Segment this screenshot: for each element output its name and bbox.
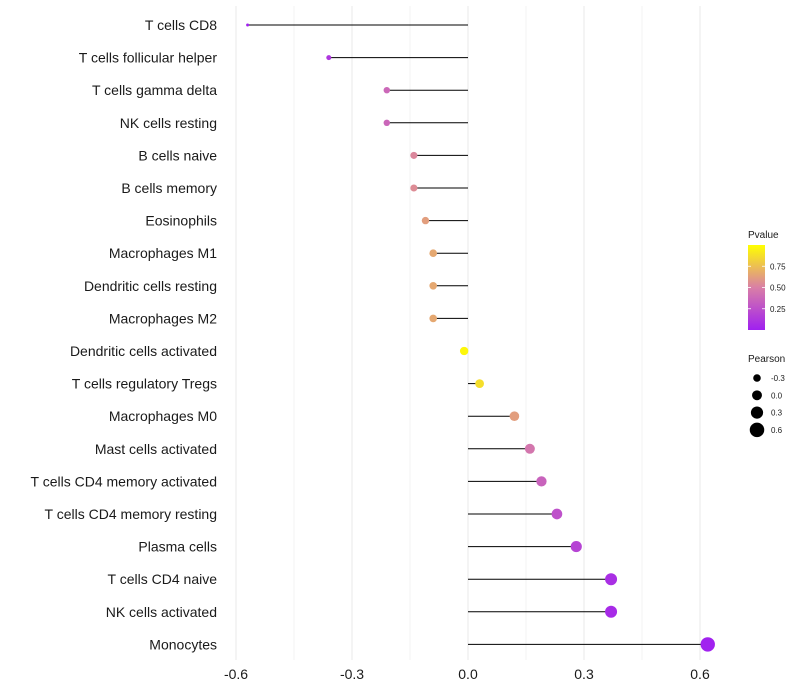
x-tick-label: -0.3 xyxy=(340,666,364,682)
lollipop-point xyxy=(551,508,563,520)
lollipop-point xyxy=(524,443,535,454)
category-label: T cells regulatory Tregs xyxy=(72,376,217,392)
category-label: Eosinophils xyxy=(145,213,217,229)
lollipop-points xyxy=(246,23,715,652)
category-label: T cells CD4 naive xyxy=(108,571,218,587)
pearson-legend-title: Pearson xyxy=(748,354,785,365)
lollipop-point xyxy=(246,23,250,27)
category-label: Dendritic cells resting xyxy=(84,278,217,294)
lollipop-point xyxy=(429,314,437,323)
category-label: Plasma cells xyxy=(138,539,217,555)
pvalue-legend-title: Pvalue xyxy=(748,230,779,241)
pearson-legend-dot xyxy=(753,374,761,382)
x-tick-label: 0.0 xyxy=(458,666,478,682)
category-label: T cells CD8 xyxy=(145,17,217,33)
pearson-legend-label: 0.3 xyxy=(771,409,783,418)
lollipop-point xyxy=(605,605,618,618)
lollipop-point xyxy=(536,476,547,487)
x-tick-label: 0.3 xyxy=(574,666,594,682)
category-label: Macrophages M1 xyxy=(109,245,217,261)
lollipop-point xyxy=(700,637,715,652)
category-label: T cells gamma delta xyxy=(92,82,217,98)
category-label: NK cells resting xyxy=(120,115,217,131)
lollipop-point xyxy=(410,151,418,159)
category-label: B cells naive xyxy=(138,147,217,163)
lollipop-segments xyxy=(247,24,708,645)
category-label: T cells follicular helper xyxy=(79,50,218,66)
lollipop-point xyxy=(429,249,437,257)
lollipop-point xyxy=(605,573,618,586)
pearson-legend-label: -0.3 xyxy=(771,374,785,383)
pvalue-legend-tick: 0.75 xyxy=(770,262,786,271)
pvalue-legend-tick: 0.50 xyxy=(770,284,786,293)
category-label: Dendritic cells activated xyxy=(70,343,217,359)
lollipop-point xyxy=(459,346,469,356)
lollipop-point xyxy=(410,184,418,192)
lollipop-point xyxy=(421,216,430,225)
pearson-legend-dot xyxy=(750,406,764,419)
pvalue-colorbar xyxy=(748,245,765,330)
category-label: Monocytes xyxy=(149,636,217,652)
lollipop-point xyxy=(570,541,582,553)
category-label: T cells CD4 memory resting xyxy=(45,506,217,522)
pvalue-legend-tick: 0.25 xyxy=(770,305,786,314)
grid-lines xyxy=(235,6,701,660)
category-label: T cells CD4 memory activated xyxy=(31,473,217,489)
legend: Pvalue 0.25 0.50 0.75 Pearson -0.3 0.0 0.3 0.6 xyxy=(748,230,786,438)
category-label: NK cells activated xyxy=(106,604,217,620)
category-label: B cells memory xyxy=(121,180,217,196)
lollipop-point xyxy=(509,411,520,422)
lollipop-point xyxy=(326,55,332,61)
lollipop-point xyxy=(383,86,391,94)
lollipop-point xyxy=(475,379,484,388)
category-label: Macrophages M0 xyxy=(109,408,217,424)
pearson-legend-label: 0.0 xyxy=(771,391,783,400)
category-labels: T cells CD8 T cells follicular helper T ce… xyxy=(31,17,218,652)
category-label: Mast cells activated xyxy=(95,441,217,457)
x-axis: -0.6 -0.3 0.0 0.3 0.6 xyxy=(224,666,710,682)
x-tick-label: -0.6 xyxy=(224,666,248,682)
pearson-legend-dot xyxy=(749,422,765,438)
lollipop-point xyxy=(383,119,391,127)
x-tick-label: 0.6 xyxy=(690,666,710,682)
pearson-legend-dot xyxy=(752,390,762,401)
pearson-legend-label: 0.6 xyxy=(771,426,783,435)
lollipop-point xyxy=(429,282,437,290)
category-label: Macrophages M2 xyxy=(109,310,217,326)
